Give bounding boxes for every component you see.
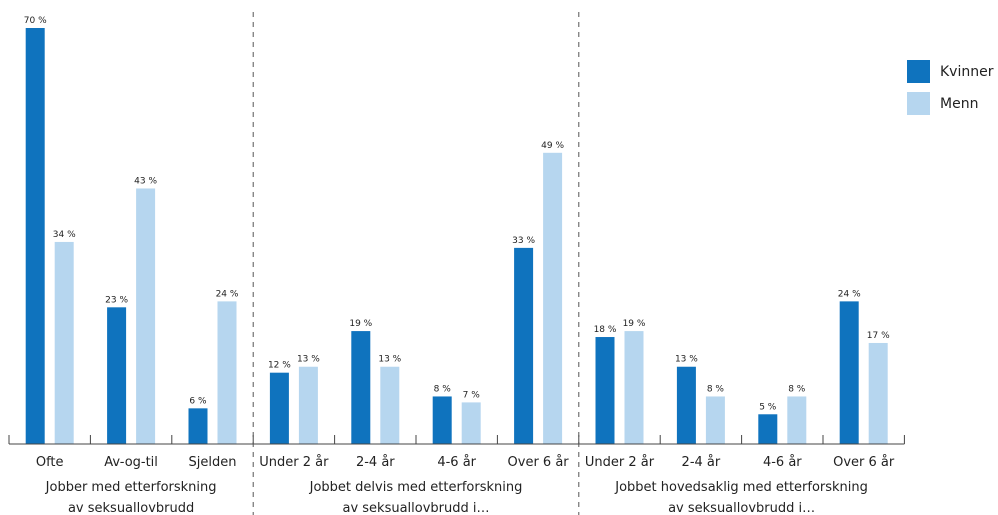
bar-menn-2-4-r [380, 366, 400, 444]
legend-swatch-menn [907, 92, 930, 115]
bar-kvinner-ofte [25, 28, 45, 444]
bar-menn-4-6-r [787, 396, 807, 444]
category-label-2-4-r: 2-4 år [356, 455, 395, 470]
data-label-kvinner-under-2-r: 12 % [268, 361, 291, 371]
group-labels: Jobber med etterforskning av seksuallovbr… [45, 480, 868, 515]
data-label-kvinner-av-og-til: 23 % [105, 295, 128, 305]
bar-kvinner-over-6-r [514, 247, 534, 444]
bar-kvinner-4-6-r [432, 396, 452, 444]
data-label-menn-4-6-r: 7 % [463, 390, 481, 400]
category-label-av-og-til: Av-og-til [104, 455, 158, 470]
data-label-kvinner-4-6-r: 8 % [434, 384, 452, 394]
x-axis [8, 435, 905, 445]
category-label-over-6-r: Over 6 år [833, 455, 895, 470]
data-label-menn-under-2-r: 19 % [623, 319, 646, 329]
bar-menn-under-2-r [298, 366, 318, 444]
bar-kvinner-under-2-r [595, 337, 615, 444]
value-labels: 70 % 34 % 23 % 43 % 6 % 24 % 12 % 13 % 19 % 13 % 8… [24, 16, 890, 412]
data-label-kvinner-ofte: 70 % [24, 16, 47, 26]
group-label-2-line-2: av seksuallovbrudd i… [342, 501, 489, 515]
category-label-over-6-r: Over 6 år [508, 455, 570, 470]
data-label-kvinner-sjelden: 6 % [189, 396, 207, 406]
group-label-3-line-2: av seksuallovbrudd i… [668, 501, 815, 515]
legend-swatch-kvinner [907, 60, 930, 83]
bar-menn-over-6-r [543, 152, 563, 445]
data-label-menn-4-6-r: 8 % [788, 384, 806, 394]
data-label-menn-2-4-r: 8 % [707, 384, 725, 394]
bar-menn-2-4-r [705, 396, 725, 444]
bar-kvinner-under-2-r [269, 372, 289, 444]
bar-menn-av-og-til [136, 188, 156, 444]
legend-label-menn: Menn [940, 96, 978, 112]
data-label-menn-2-4-r: 13 % [378, 355, 401, 365]
category-label-4-6-r: 4-6 år [763, 455, 802, 470]
data-label-menn-over-6-r: 49 % [541, 141, 564, 151]
data-label-kvinner-4-6-r: 5 % [759, 402, 777, 412]
data-label-menn-sjelden: 24 % [216, 289, 239, 299]
data-label-kvinner-over-6-r: 24 % [838, 289, 861, 299]
category-labels: Ofte Av-og-til Sjelden Under 2 år 2-4 år 4-6 … [36, 455, 895, 470]
data-label-kvinner-under-2-r: 18 % [594, 325, 617, 335]
group-label-1-line-2: av seksuallovbrudd [68, 501, 194, 515]
data-label-menn-ofte: 34 % [53, 230, 76, 240]
category-label-sjelden: Sjelden [189, 455, 237, 470]
bar-kvinner-sjelden [188, 408, 208, 444]
data-label-kvinner-2-4-r: 13 % [675, 355, 698, 365]
bar-kvinner-2-4-r [351, 331, 371, 444]
bar-kvinner-4-6-r [758, 414, 778, 444]
category-label-under-2-r: Under 2 år [585, 455, 655, 470]
group-label-2-line-1: Jobbet delvis med etterforskning [309, 480, 523, 495]
data-label-menn-av-og-til: 43 % [134, 176, 157, 186]
data-label-menn-under-2-r: 13 % [297, 355, 320, 365]
group-label-3-line-1: Jobbet hovedsaklig med etterforskning [614, 480, 868, 495]
category-label-under-2-r: Under 2 år [259, 455, 329, 470]
bar-menn-ofte [54, 241, 74, 444]
data-label-kvinner-2-4-r: 19 % [349, 319, 372, 329]
bar-menn-sjelden [217, 301, 237, 444]
legend-label-kvinner: Kvinner [940, 64, 994, 80]
bar-menn-over-6-r [868, 342, 888, 444]
bar-menn-under-2-r [624, 331, 644, 444]
category-label-4-6-r: 4-6 år [437, 455, 476, 470]
legend: Kvinner Menn [907, 60, 994, 115]
data-label-menn-over-6-r: 17 % [867, 331, 890, 341]
bar-kvinner-2-4-r [676, 366, 696, 444]
bar-menn-4-6-r [461, 402, 481, 444]
bars [25, 28, 888, 445]
group-dividers [252, 12, 580, 515]
category-label-ofte: Ofte [36, 455, 64, 470]
group-label-1-line-1: Jobber med etterforskning [45, 480, 217, 495]
bar-kvinner-av-og-til [107, 307, 127, 444]
data-label-kvinner-over-6-r: 33 % [512, 236, 535, 246]
bar-kvinner-over-6-r [839, 301, 859, 444]
category-label-2-4-r: 2-4 år [682, 455, 721, 470]
